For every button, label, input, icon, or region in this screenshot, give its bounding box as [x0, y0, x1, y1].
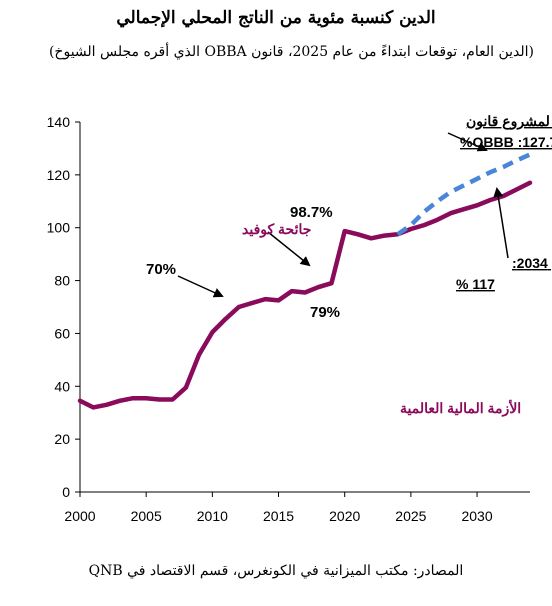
annotation-98: 98.7%	[290, 204, 333, 221]
annotation-70: 70%	[146, 261, 176, 278]
x-tick-label: 2025	[395, 508, 426, 524]
chart-title: الدين كنسبة مئوية من الناتج المحلي الإجم…	[116, 8, 436, 28]
arrow-98	[267, 231, 311, 267]
annotation-gfc: الأزمة المالية العالمية	[400, 399, 521, 417]
y-tick-label: 20	[54, 431, 70, 447]
arrow-base	[493, 187, 509, 259]
series-layer	[77, 152, 533, 410]
source-note: المصادر: مكتب الميزانية في الكونغرس، قسم…	[88, 563, 464, 579]
y-tick-label: 0	[62, 484, 70, 500]
annotation-covid: جائحة كوفيد	[242, 221, 311, 238]
axes: 0 20 40 60 80 100 120 140 2000 2005 2010 2015 2020 20…	[47, 114, 530, 524]
annotation-base-line2: 117 %	[456, 276, 495, 292]
y-tick-label: 120	[47, 167, 71, 183]
y-tick-label: 40	[54, 378, 70, 394]
annotation-base-line1: الخط الأساس لعام 2034:	[512, 254, 552, 272]
x-tick-label: 2020	[329, 508, 360, 524]
x-tick-label: 2000	[64, 508, 95, 524]
series-line-historical	[77, 180, 533, 410]
chart-subtitle: (الدين العام، توقعات ابتداءً من عام 2025…	[48, 44, 534, 60]
x-tick-label: 2015	[263, 508, 294, 524]
x-tick-label: 2010	[197, 508, 228, 524]
annotation-79: 79%	[310, 304, 340, 321]
annotation-obbb-line1: 2034 وفقاً لمشروع قانون	[466, 111, 552, 130]
y-tick-label: 140	[47, 114, 71, 130]
annotation-obbb-line2: 127.7: OBBB%	[460, 134, 552, 150]
y-tick-label: 60	[54, 325, 70, 341]
x-tick-label: 2030	[461, 508, 492, 524]
arrow-70	[177, 275, 224, 298]
series-line-obbb	[396, 152, 531, 237]
arrow-obbb	[447, 132, 488, 152]
y-tick-label: 100	[47, 220, 71, 236]
x-tick-label: 2005	[131, 508, 162, 524]
y-tick-label: 80	[54, 273, 70, 289]
